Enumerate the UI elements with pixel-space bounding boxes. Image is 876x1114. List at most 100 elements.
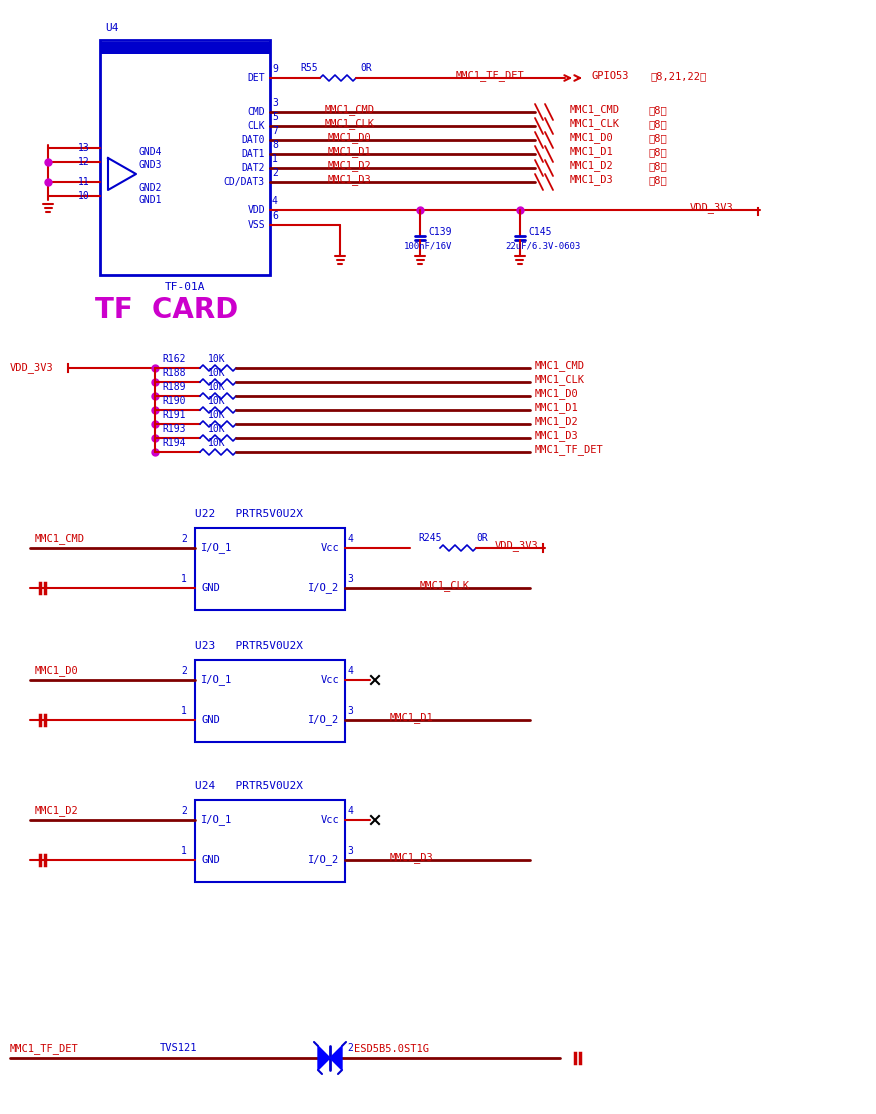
Text: I/O_2: I/O_2 [307, 583, 339, 594]
Text: MMC1_CMD: MMC1_CMD [35, 534, 85, 545]
Bar [195, 800, 345, 882]
Text: MMC1_D3: MMC1_D3 [390, 852, 434, 863]
Text: MMC1_CLK: MMC1_CLK [535, 374, 585, 385]
Text: MMC1_CMD: MMC1_CMD [325, 105, 375, 116]
Text: CD/DAT3: CD/DAT3 [224, 177, 265, 187]
Text: Vcc: Vcc [321, 815, 339, 825]
Text: 1: 1 [181, 574, 187, 584]
Text: 0R: 0R [360, 63, 371, 74]
Text: MMC1_D0: MMC1_D0 [570, 133, 614, 144]
Text: 4: 4 [272, 196, 278, 206]
Text: 10: 10 [78, 190, 89, 201]
Text: VDD_3V3: VDD_3V3 [10, 362, 53, 373]
Text: C139: C139 [428, 227, 451, 237]
Text: R190: R190 [162, 395, 186, 405]
Text: I/O_2: I/O_2 [307, 854, 339, 866]
Text: ESD5B5.0ST1G: ESD5B5.0ST1G [354, 1044, 429, 1054]
Bar [195, 659, 345, 742]
Text: VDD_3V3: VDD_3V3 [690, 203, 734, 214]
Text: U22   PRTR5V0U2X: U22 PRTR5V0U2X [195, 509, 303, 519]
Text: 【8,21,22】: 【8,21,22】 [650, 71, 706, 81]
Text: R162: R162 [162, 354, 186, 364]
Text: MMC1_D0: MMC1_D0 [328, 133, 372, 144]
Text: R245: R245 [418, 532, 442, 543]
Text: MMC1_D3: MMC1_D3 [570, 175, 614, 185]
Text: R188: R188 [162, 368, 186, 378]
Text: 22uF/6.3V-0603: 22uF/6.3V-0603 [505, 242, 580, 251]
Text: 3: 3 [347, 574, 353, 584]
Text: 10K: 10K [208, 438, 226, 448]
Text: 1: 1 [181, 706, 187, 716]
Text: R55: R55 [300, 63, 318, 74]
Text: 】8】: 】8】 [648, 147, 667, 157]
Polygon shape [330, 1046, 342, 1071]
Text: 2: 2 [272, 168, 278, 178]
Text: MMC1_D2: MMC1_D2 [328, 160, 372, 172]
Text: 3: 3 [347, 846, 353, 856]
Text: 3: 3 [347, 706, 353, 716]
Text: MMC1_D2: MMC1_D2 [570, 160, 614, 172]
Text: 3: 3 [272, 98, 278, 108]
Text: U23   PRTR5V0U2X: U23 PRTR5V0U2X [195, 641, 303, 651]
Text: MMC1_D1: MMC1_D1 [328, 147, 372, 157]
Text: MMC1_D0: MMC1_D0 [535, 389, 579, 400]
Text: MMC1_D2: MMC1_D2 [535, 417, 579, 428]
Text: 0R: 0R [476, 532, 488, 543]
Text: R189: R189 [162, 382, 186, 392]
Text: R193: R193 [162, 424, 186, 434]
Text: U4: U4 [105, 23, 118, 33]
Text: U24   PRTR5V0U2X: U24 PRTR5V0U2X [195, 781, 303, 791]
Text: 5: 5 [272, 113, 278, 123]
Text: MMC1_CMD: MMC1_CMD [535, 361, 585, 371]
Text: 12: 12 [78, 157, 89, 167]
Text: 4: 4 [347, 807, 353, 815]
Text: R194: R194 [162, 438, 186, 448]
Text: 13: 13 [78, 143, 89, 153]
Bar [195, 528, 345, 610]
Text: Vcc: Vcc [321, 675, 339, 685]
Text: 6: 6 [272, 211, 278, 221]
Text: 4: 4 [347, 534, 353, 544]
Text: MMC1_CLK: MMC1_CLK [420, 580, 470, 592]
Text: R191: R191 [162, 410, 186, 420]
Text: 10K: 10K [208, 424, 226, 434]
Text: GND: GND [201, 583, 220, 593]
Text: 10K: 10K [208, 410, 226, 420]
Text: GND2: GND2 [138, 183, 161, 193]
Text: 10K: 10K [208, 354, 226, 364]
Bar [100, 40, 270, 275]
Text: TF  CARD: TF CARD [95, 296, 238, 324]
Text: GND: GND [201, 715, 220, 725]
Text: CLK: CLK [247, 121, 265, 131]
Text: MMC1_D1: MMC1_D1 [390, 713, 434, 723]
Text: 】8】: 】8】 [648, 133, 667, 143]
Text: 10K: 10K [208, 395, 226, 405]
Text: 】8】: 】8】 [648, 105, 667, 115]
Text: CMD: CMD [247, 107, 265, 117]
Text: MMC1_TF_DET: MMC1_TF_DET [535, 444, 604, 456]
Text: MMC1_TF_DET: MMC1_TF_DET [456, 70, 525, 81]
Text: 2: 2 [181, 666, 187, 676]
Text: 11: 11 [78, 177, 89, 187]
Text: 7: 7 [272, 126, 278, 136]
Text: GPIO53: GPIO53 [592, 71, 630, 81]
Text: DAT1: DAT1 [242, 149, 265, 159]
Text: 10K: 10K [208, 368, 226, 378]
Text: C145: C145 [528, 227, 552, 237]
Text: 8: 8 [272, 140, 278, 150]
Text: MMC1_D2: MMC1_D2 [35, 805, 79, 817]
Text: I/O_1: I/O_1 [201, 543, 232, 554]
Text: DAT2: DAT2 [242, 163, 265, 173]
Text: GND1: GND1 [138, 195, 161, 205]
Text: MMC1_CLK: MMC1_CLK [570, 118, 620, 129]
Text: 4: 4 [347, 666, 353, 676]
Text: I/O_1: I/O_1 [201, 814, 232, 825]
Text: Vcc: Vcc [321, 543, 339, 553]
Text: 】8】: 】8】 [648, 119, 667, 129]
Text: DAT0: DAT0 [242, 135, 265, 145]
Text: MMC1_TF_DET: MMC1_TF_DET [10, 1044, 79, 1055]
Text: 1: 1 [181, 846, 187, 856]
Text: I/O_1: I/O_1 [201, 675, 232, 685]
Text: GND4: GND4 [138, 147, 161, 157]
Text: I/O_2: I/O_2 [307, 714, 339, 725]
